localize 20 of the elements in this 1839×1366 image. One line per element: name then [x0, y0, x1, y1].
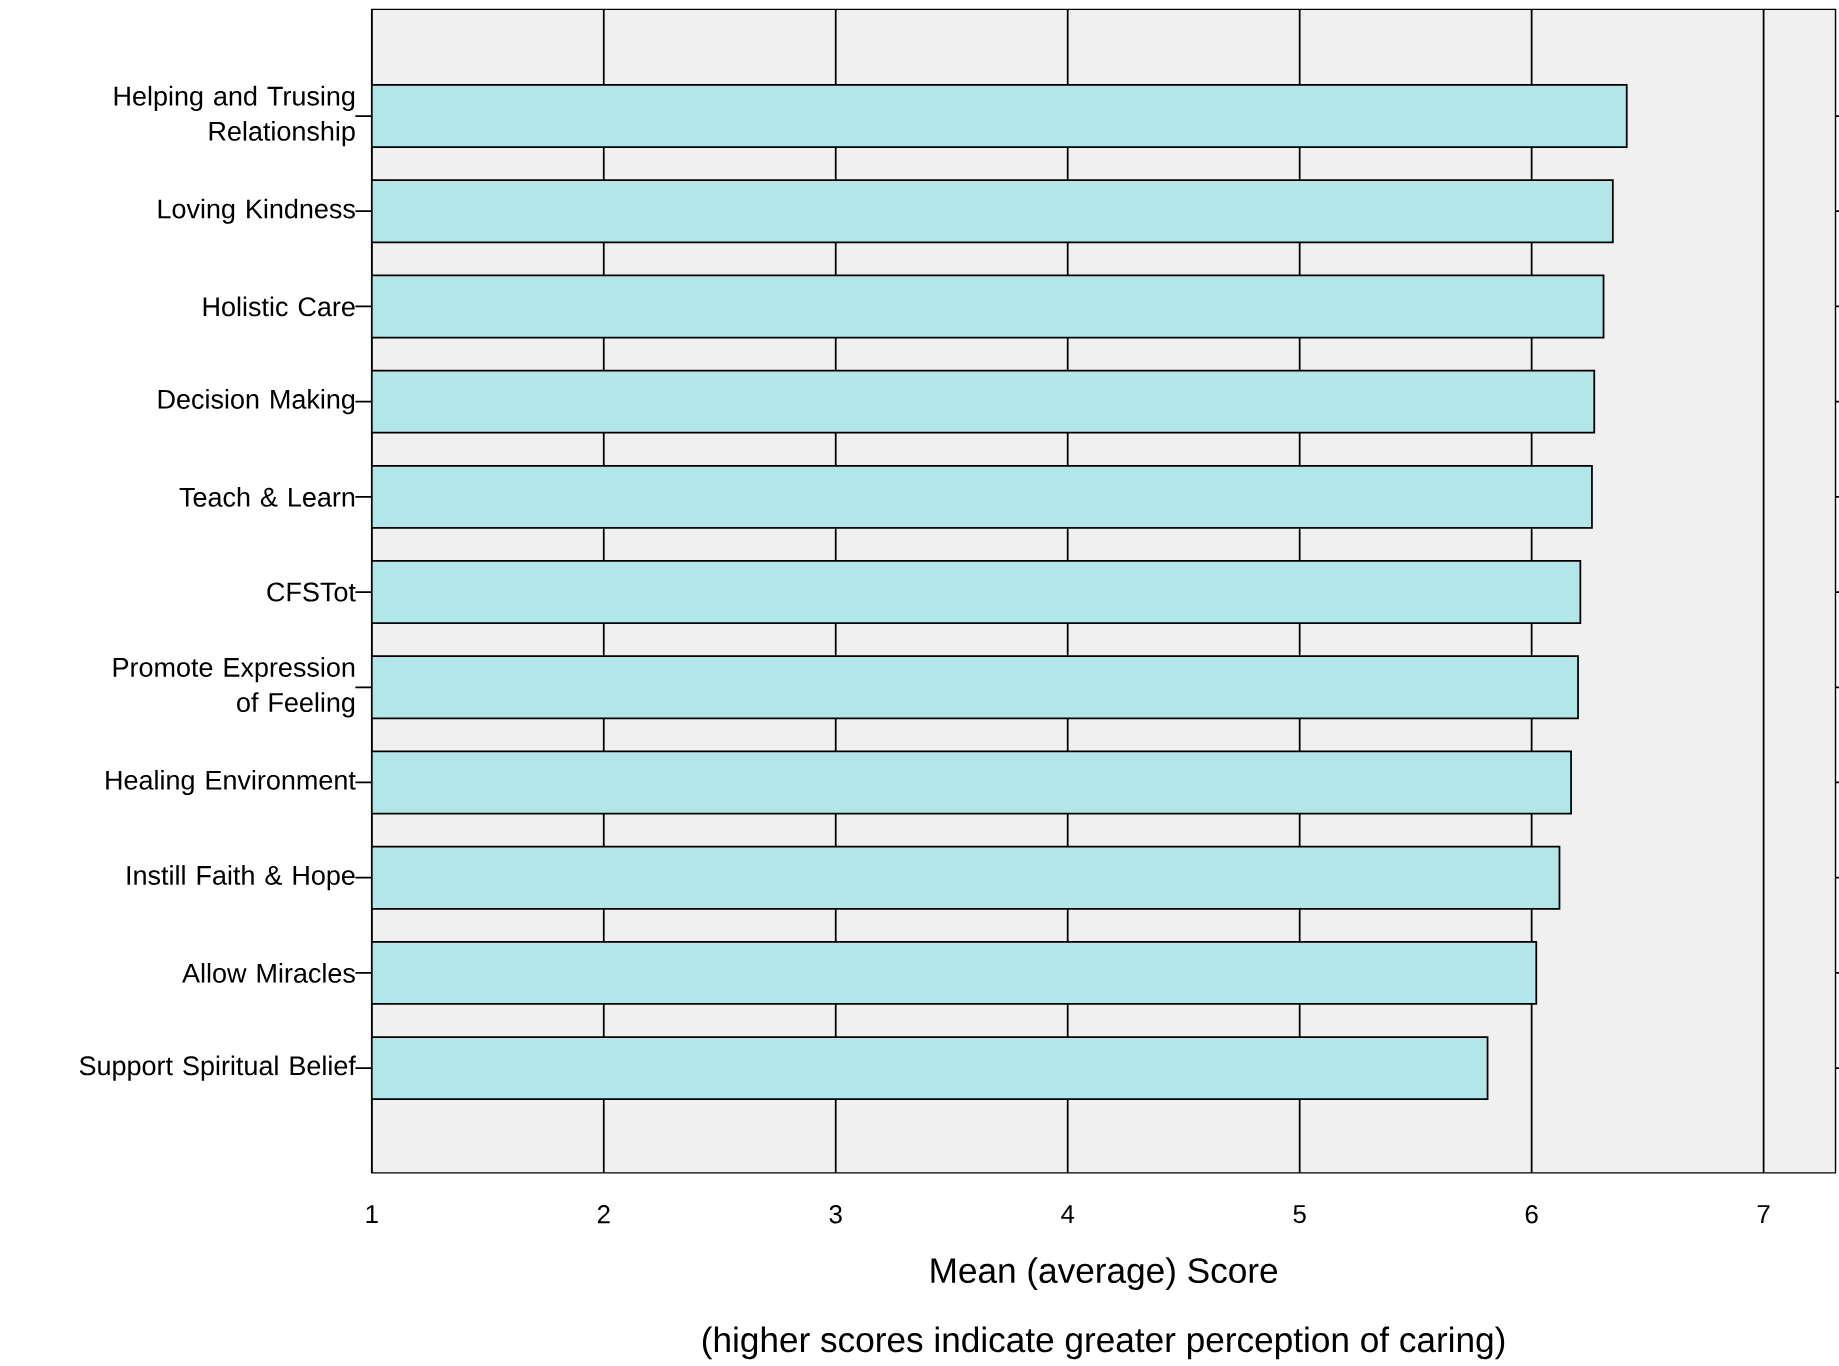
y-tick-label: Healing Environment	[106, 769, 356, 795]
text: (higher scores indicate greater perception of caring)	[702, 1326, 1505, 1360]
y-tick-label: Loving Kindness	[158, 198, 355, 224]
y-tick-label: CFSTot	[267, 582, 356, 602]
x-tick-label: 1	[366, 1204, 378, 1223]
y-tick-label: Instill Faith & Hope	[127, 864, 355, 891]
x-axis-title: Mean (average) Score	[931, 1257, 1278, 1290]
y-tick-label: Holistic Care	[203, 296, 355, 317]
x-tick-label: 2	[597, 1204, 610, 1223]
x-tick-label: 3	[829, 1204, 842, 1224]
y-tick-label: Allow Miracles	[182, 962, 355, 983]
y-tick-label: Helping and Trusing Relationship	[114, 85, 355, 147]
x-tick-label: 4	[1061, 1204, 1075, 1223]
x-tick-label: 6	[1525, 1204, 1538, 1224]
y-tick-label: Support Spiritual Belief	[79, 1055, 356, 1081]
y-tick-label: Decision Making	[158, 388, 355, 415]
y-tick-label: Teach & Learn	[179, 486, 355, 507]
y-tick-label: Promote Expression of Feeling	[113, 656, 355, 718]
x-tick-label: 5	[1293, 1204, 1306, 1223]
x-tick-label: 7	[1757, 1204, 1770, 1223]
